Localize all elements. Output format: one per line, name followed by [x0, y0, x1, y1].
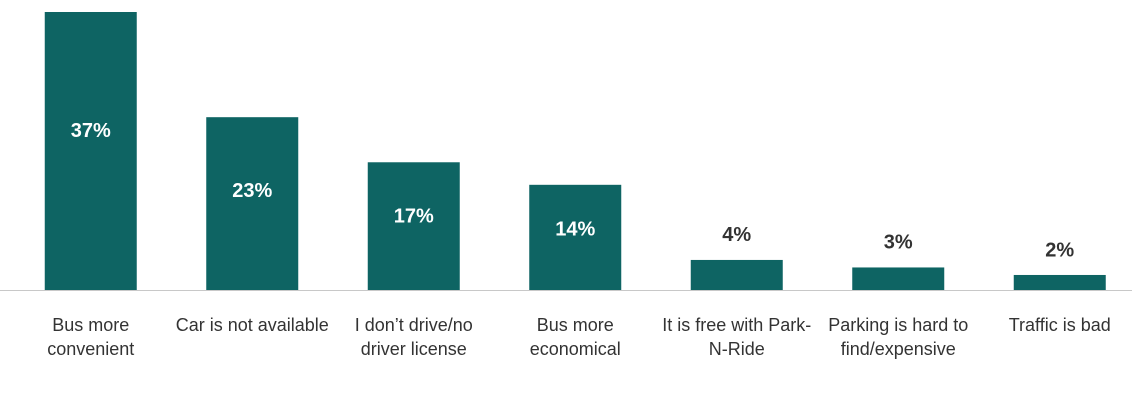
- value-label: 2%: [1045, 239, 1074, 261]
- category-label: I don’t drive/no driver license: [354, 315, 473, 359]
- bar: [1013, 274, 1106, 290]
- value-label: 23%: [232, 180, 272, 202]
- bar: [206, 117, 299, 291]
- category-label: It is free with Park-N-Ride: [662, 315, 812, 359]
- bar: [529, 184, 622, 290]
- category-label: Car is not available: [175, 315, 329, 335]
- bar: [44, 12, 137, 290]
- category-label: Parking is hard to find/expensive: [828, 315, 969, 359]
- category-label: Bus more convenient: [47, 315, 135, 359]
- value-label: 17%: [394, 205, 434, 227]
- category-label: Traffic is bad: [1008, 315, 1111, 335]
- bar: [690, 259, 783, 290]
- value-label: 4%: [722, 224, 751, 246]
- category-label: Bus more economical: [529, 315, 621, 359]
- bar: [367, 162, 460, 290]
- value-label: 3%: [884, 232, 913, 254]
- value-label: 14%: [555, 218, 595, 240]
- value-label: 37%: [71, 120, 111, 142]
- bar: [852, 267, 945, 290]
